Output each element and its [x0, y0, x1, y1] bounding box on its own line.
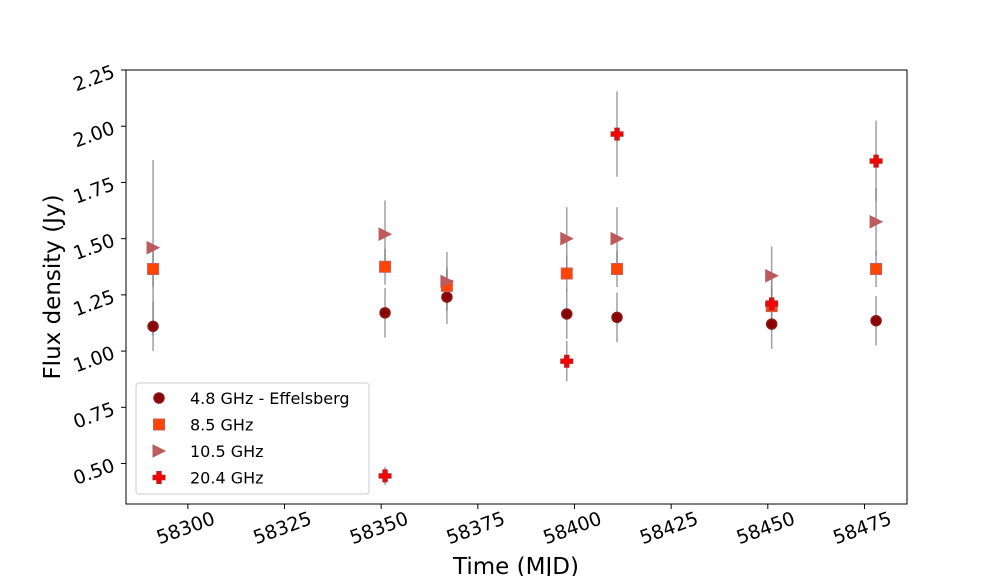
data-point: [561, 308, 573, 320]
data-point: [560, 231, 574, 246]
data-point: [378, 469, 392, 483]
x-axis-title: Time (MJD): [452, 554, 579, 576]
data-point: [379, 307, 391, 319]
y-axis-title: Flux density (Jy): [40, 194, 66, 379]
plot-frame: [125, 69, 908, 505]
data-point: [560, 267, 573, 280]
legend-label: 10.5 GHz: [190, 442, 264, 461]
legend-marker: [152, 471, 166, 484]
legend-label: 4.8 GHz - Effelsberg: [190, 389, 350, 408]
data-point: [379, 260, 392, 273]
data-point: [560, 354, 574, 368]
data-point: [610, 231, 625, 246]
data-point: [147, 263, 160, 276]
data-point: [610, 127, 624, 141]
data-point: [378, 227, 393, 241]
data-point: [441, 291, 453, 303]
data-point: [765, 268, 779, 283]
legend: 4.8 GHz - Effelsberg 8.5 GHz 10.5 GHz 20.4 …: [135, 382, 370, 495]
data-point: [870, 263, 883, 276]
legend-label: 8.5 GHz: [190, 416, 253, 435]
data-point: [147, 320, 159, 333]
legend-label: 20.4 GHz: [190, 469, 264, 488]
data-point: [869, 214, 884, 229]
data-point: [765, 318, 778, 330]
data-point: [611, 263, 624, 276]
legend-marker: [153, 418, 165, 431]
data-point: [765, 297, 779, 311]
data-point: [870, 314, 882, 327]
legend-box: [135, 382, 370, 495]
legend-marker: [152, 444, 167, 458]
legend-marker: [153, 392, 165, 404]
data-point: [146, 240, 161, 255]
data-point: [440, 274, 455, 289]
data-point: [869, 154, 883, 168]
data-markers: [146, 127, 884, 483]
data-point: [611, 311, 623, 324]
